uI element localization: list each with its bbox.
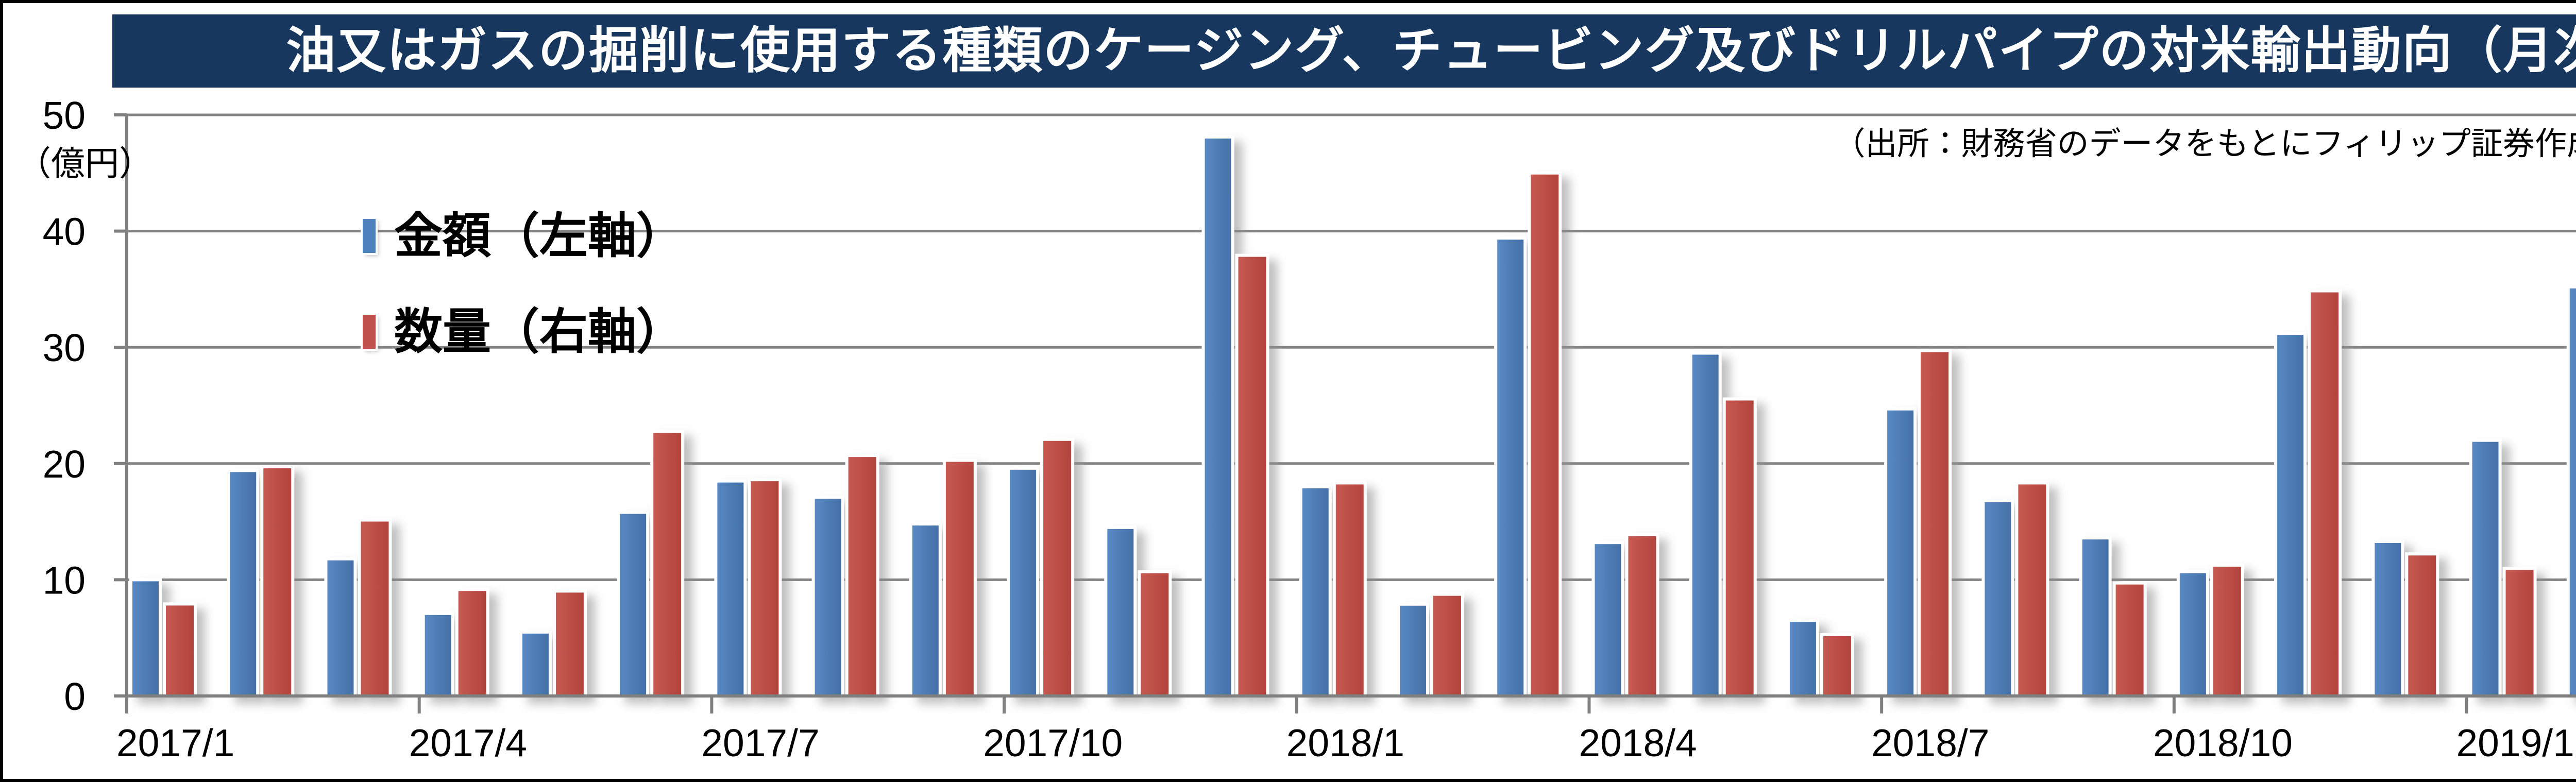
bar-amount-2017/7 bbox=[714, 479, 747, 698]
bar-amount-2017/8 bbox=[811, 496, 844, 698]
bar-quantity-2017/12 bbox=[1235, 253, 1269, 698]
legend-label-quantity: 数量（右軸） bbox=[394, 304, 685, 359]
bar-amount-2018/6 bbox=[1786, 619, 1819, 698]
bar-quantity-2019/1 bbox=[2502, 567, 2537, 698]
bar-amount-2017/1 bbox=[129, 578, 162, 698]
x-axis-label: 2017/4 bbox=[409, 721, 527, 764]
bar-amount-2018/4 bbox=[1591, 541, 1624, 698]
bar-amount-2018/9 bbox=[2079, 536, 2112, 698]
bar-quantity-2018/1 bbox=[1332, 481, 1367, 698]
bar-quantity-2017/4 bbox=[455, 588, 489, 698]
legend-label-amount: 金額（左軸） bbox=[394, 209, 685, 263]
export-trend-bar-chart: 0102030405003006009001,2001,5001,8002017… bbox=[43, 94, 2576, 764]
x-axis-label: 2018/10 bbox=[2153, 721, 2293, 764]
bar-amount-2017/2 bbox=[227, 469, 260, 698]
left-axis-tick-label: 20 bbox=[43, 443, 86, 486]
x-axis-label: 2017/1 bbox=[116, 721, 234, 764]
bar-quantity-2018/7 bbox=[1918, 349, 1952, 698]
bar-quantity-2018/8 bbox=[2015, 481, 2049, 698]
legend-item-quantity: 数量（右軸） bbox=[361, 304, 685, 359]
bar-amount-2019/1 bbox=[2469, 438, 2502, 698]
bar-amount-2018/10 bbox=[2176, 570, 2209, 698]
bar-amount-2018/1 bbox=[1299, 485, 1332, 698]
x-axis-label: 2018/1 bbox=[1286, 721, 1404, 764]
bar-amount-2019/2 bbox=[2566, 285, 2576, 698]
legend-item-amount: 金額（左軸） bbox=[361, 209, 685, 263]
bar-quantity-2017/9 bbox=[942, 458, 977, 698]
bar-amount-2018/2 bbox=[1397, 602, 1429, 698]
bar-quantity-2018/9 bbox=[2112, 581, 2147, 698]
bar-quantity-2017/1 bbox=[163, 602, 197, 698]
left-axis-tick-label: 30 bbox=[43, 326, 86, 369]
bar-quantity-2017/11 bbox=[1138, 570, 1172, 698]
bar-quantity-2018/11 bbox=[2308, 289, 2342, 698]
bar-amount-2017/12 bbox=[1201, 135, 1234, 698]
bar-amount-2017/6 bbox=[617, 511, 650, 698]
bar-quantity-2018/3 bbox=[1528, 171, 1562, 698]
bar-quantity-2018/4 bbox=[1625, 533, 1659, 698]
x-axis-label: 2019/1 bbox=[2456, 721, 2574, 764]
bar-quantity-2018/2 bbox=[1430, 592, 1464, 698]
bar-quantity-2018/12 bbox=[2405, 552, 2439, 698]
bar-amount-2017/5 bbox=[519, 630, 552, 698]
bar-quantity-2018/6 bbox=[1820, 633, 1854, 698]
chart-title: 油又はガスの掘削に使用する種類のケージング、チュービング及びドリルパイプの対米輸… bbox=[112, 14, 2576, 88]
bar-quantity-2017/5 bbox=[552, 589, 587, 698]
bar-quantity-2017/8 bbox=[845, 454, 879, 698]
bar-quantity-2017/2 bbox=[260, 465, 295, 698]
x-axis-label: 2018/7 bbox=[1871, 721, 1989, 764]
bar-amount-2017/4 bbox=[421, 611, 454, 698]
x-axis-label: 2017/10 bbox=[983, 721, 1123, 764]
left-axis-tick-label: 40 bbox=[43, 210, 86, 253]
left-axis-tick-label: 0 bbox=[64, 675, 86, 718]
x-axis-label: 2017/7 bbox=[701, 721, 819, 764]
bar-amount-2017/10 bbox=[1007, 466, 1040, 698]
bar-quantity-2017/10 bbox=[1040, 437, 1075, 698]
bar-amount-2017/11 bbox=[1104, 525, 1137, 698]
left-axis-tick-label: 10 bbox=[43, 558, 86, 602]
bar-quantity-2017/7 bbox=[748, 478, 782, 698]
bar-amount-2017/9 bbox=[909, 522, 942, 698]
bar-amount-2018/3 bbox=[1494, 236, 1527, 698]
bar-quantity-2018/10 bbox=[2210, 564, 2244, 698]
left-axis-unit-label: （億円） bbox=[17, 144, 153, 182]
source-note: （出所：財務省のデータをもとにフィリップ証券作成） bbox=[1833, 126, 2576, 162]
bar-amount-2018/12 bbox=[2371, 539, 2404, 698]
bar-quantity-2018/5 bbox=[1722, 397, 1757, 698]
x-axis-label: 2018/4 bbox=[1579, 721, 1697, 764]
quantity-series-swatch-icon bbox=[361, 313, 378, 351]
bar-amount-2018/5 bbox=[1689, 351, 1722, 698]
left-axis-tick-label: 50 bbox=[43, 94, 86, 137]
amount-series-swatch-icon bbox=[361, 217, 378, 255]
chart-legend: 金額（左軸） 数量（右軸） bbox=[361, 209, 685, 402]
bar-amount-2017/3 bbox=[324, 557, 357, 698]
bar-quantity-2017/3 bbox=[358, 518, 392, 698]
bar-amount-2018/11 bbox=[2274, 332, 2307, 698]
bar-amount-2018/8 bbox=[1981, 499, 2014, 698]
bar-quantity-2017/6 bbox=[650, 430, 685, 698]
bar-amount-2018/7 bbox=[1884, 407, 1917, 698]
